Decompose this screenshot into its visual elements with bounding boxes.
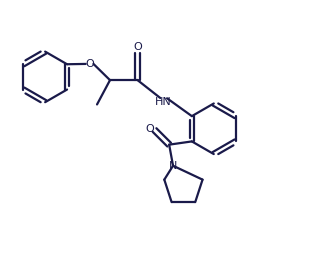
Text: O: O — [133, 42, 142, 52]
Text: HN: HN — [155, 97, 172, 107]
Text: O: O — [85, 59, 94, 69]
Text: N: N — [169, 161, 177, 171]
Text: O: O — [145, 124, 154, 134]
